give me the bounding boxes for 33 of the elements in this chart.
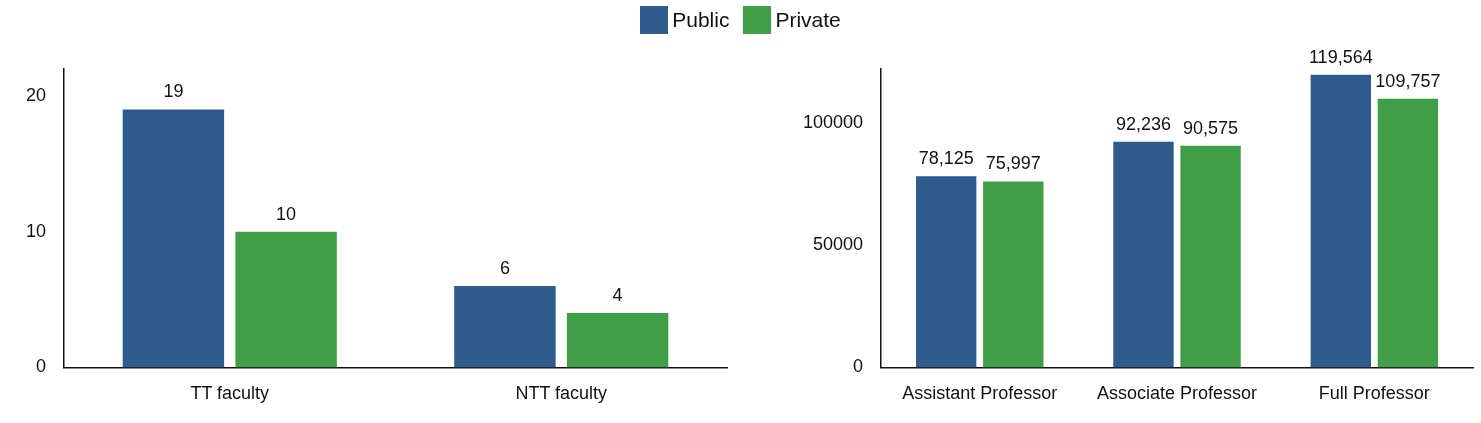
data-label: 75,997 [985, 153, 1041, 174]
data-label: 78,125 [918, 148, 974, 169]
legend-label: Public [672, 8, 730, 32]
x-tick-label: Assistant Professor [902, 383, 1058, 404]
x-tick-label: TT faculty [190, 383, 270, 404]
bar [983, 181, 1044, 368]
y-tick-label: 20 [25, 84, 47, 105]
data-label: 19 [163, 81, 184, 102]
y-tick-label: 10 [25, 220, 47, 241]
legend-label: Private [775, 8, 841, 32]
data-label: 119,564 [1308, 46, 1373, 67]
y-tick-label: 100000 [802, 111, 864, 132]
bar [454, 285, 556, 368]
bar [122, 109, 225, 368]
bar [1377, 98, 1439, 368]
data-label: 6 [499, 257, 510, 278]
bar [1310, 74, 1371, 368]
data-label: 10 [276, 203, 297, 224]
data-label: 90,575 [1183, 117, 1239, 138]
data-label: 92,236 [1115, 113, 1172, 134]
data-label: 109,757 [1375, 70, 1441, 91]
bar [566, 313, 669, 368]
x-tick-label: Associate Professor [1096, 383, 1258, 404]
x-tick-label: NTT faculty [515, 383, 608, 404]
x-tick-label: Full Professor [1318, 383, 1430, 404]
data-label: 4 [612, 285, 623, 306]
bar [915, 176, 977, 368]
y-tick-label: 50000 [813, 233, 864, 254]
y-tick-label: 0 [36, 356, 47, 377]
bar [1180, 145, 1241, 368]
bar [235, 231, 337, 368]
y-tick-label: 0 [853, 356, 864, 377]
bar [1113, 141, 1174, 368]
